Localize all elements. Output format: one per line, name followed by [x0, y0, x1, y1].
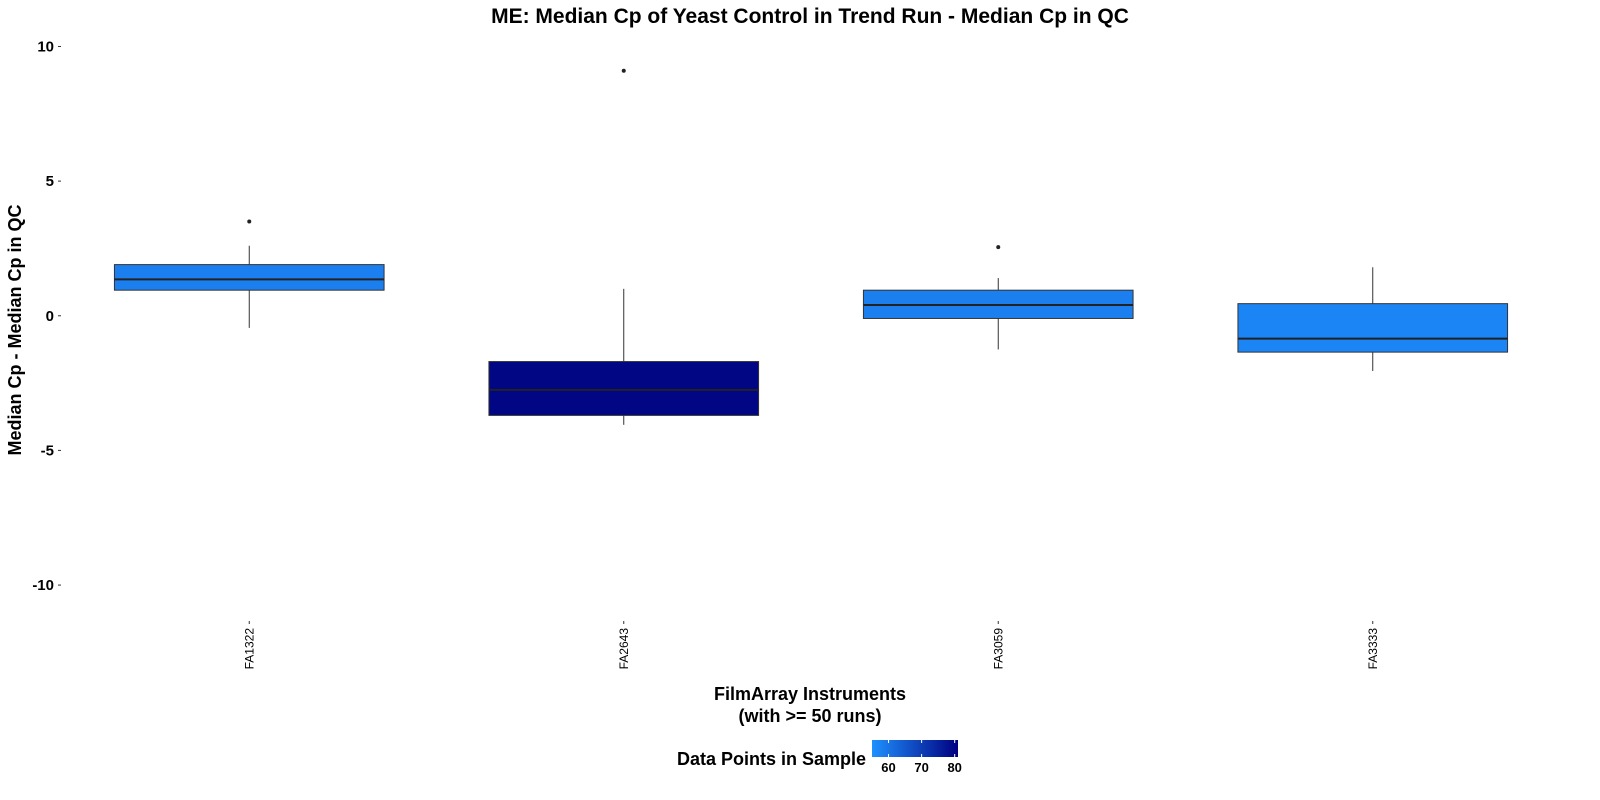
legend-colorbar	[872, 740, 958, 757]
x-axis-title-line1: FilmArray Instruments	[714, 684, 906, 704]
y-axis: -10 -5 0 5 10	[32, 38, 61, 594]
plot-area	[113, 68, 1509, 425]
outlier-point	[996, 245, 1001, 250]
box-body	[1237, 303, 1509, 353]
legend: Data Points in Sample 60 70 80	[677, 740, 962, 775]
box-fa2643	[488, 68, 760, 425]
x-tick-label: FA1322	[242, 628, 256, 670]
outlier-point	[621, 68, 626, 73]
y-tick-label: -5	[41, 442, 54, 459]
x-tick-label: FA2643	[617, 628, 631, 670]
y-axis-title: Median Cp - Median Cp in QC	[5, 205, 25, 456]
x-axis: FA1322 FA2643 FA3059 FA3333	[242, 621, 1380, 669]
box-fa3059	[862, 245, 1134, 350]
x-tick-label: FA3333	[1366, 628, 1380, 670]
chart-title: ME: Median Cp of Yeast Control in Trend …	[491, 5, 1129, 28]
box-fa1322	[113, 219, 385, 328]
y-tick-label: -10	[32, 577, 54, 594]
legend-tick-label: 60	[881, 760, 895, 775]
y-tick-label: 10	[37, 38, 54, 55]
box-body	[113, 264, 385, 291]
box-fa3333	[1237, 267, 1509, 371]
legend-tick-label: 80	[947, 760, 961, 775]
x-tick-label: FA3059	[991, 628, 1005, 670]
box-body	[488, 361, 760, 416]
y-tick-label: 0	[46, 308, 54, 325]
legend-title: Data Points in Sample	[677, 749, 866, 769]
legend-tick-label: 70	[914, 760, 928, 775]
outlier-point	[247, 219, 252, 224]
y-tick-label: 5	[46, 173, 54, 190]
x-axis-title-line2: (with >= 50 runs)	[738, 706, 881, 726]
